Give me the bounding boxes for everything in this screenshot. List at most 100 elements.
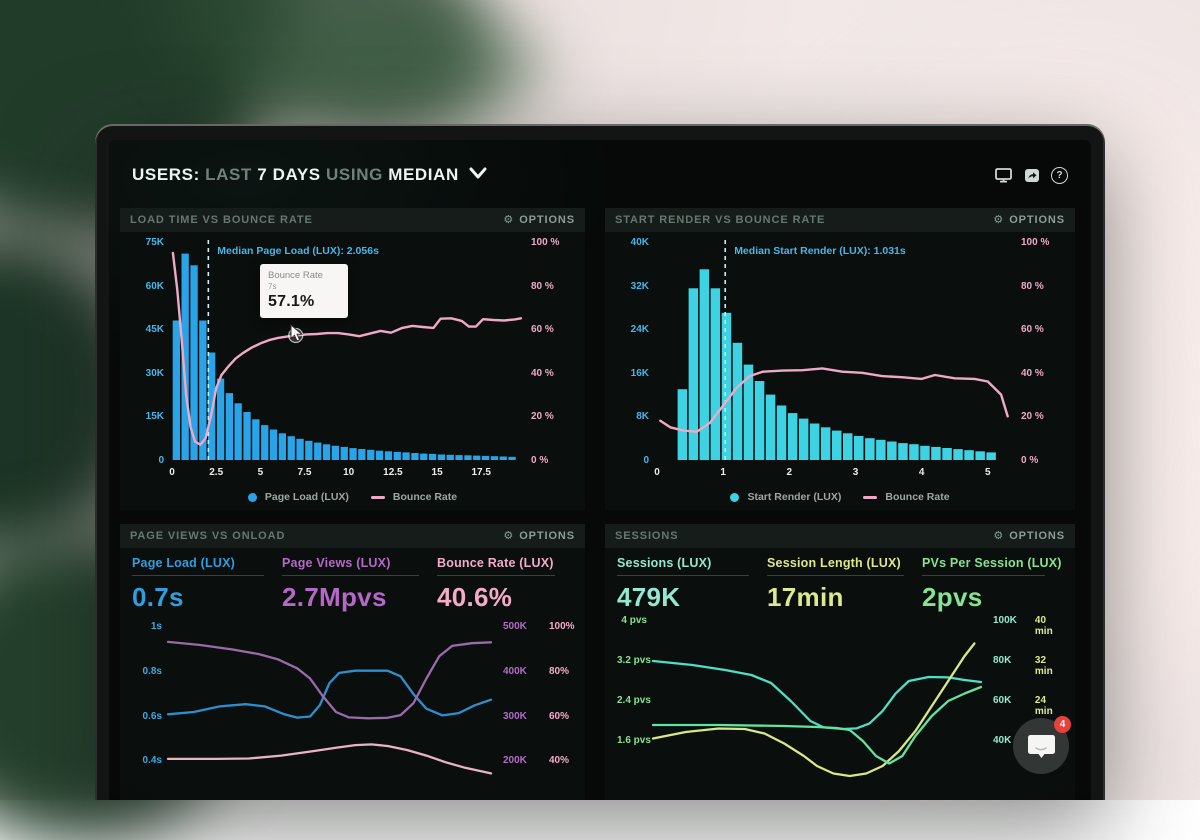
axis-tick: 4 (908, 467, 936, 478)
metric-label: Sessions (LUX) (617, 556, 767, 570)
legend-dash-icon (863, 496, 877, 499)
options-button[interactable]: ⚙OPTIONS (503, 214, 575, 226)
header-icon-strip: ? (995, 167, 1068, 184)
legend-label: Bounce Rate (885, 491, 949, 503)
metric-value: 40.6% (437, 582, 573, 613)
chart-legend[interactable]: Page Load (LUX) Bounce Rate (120, 484, 585, 510)
options-button[interactable]: ⚙OPTIONS (993, 214, 1065, 226)
metric-page-views: Page Views (LUX) 2.7Mpvs (282, 556, 437, 614)
metric-rule (282, 575, 419, 576)
page-title-using: USING (321, 165, 389, 185)
axis-tick: 0.8s (132, 666, 162, 677)
axis-tick: 45K (132, 324, 164, 335)
axis-tick: 17.5 (467, 467, 495, 478)
metric-value: 479K (617, 582, 767, 613)
help-glyph: ? (1051, 167, 1068, 184)
options-label: OPTIONS (519, 214, 575, 226)
metric-rule (767, 575, 904, 576)
axis-tick: 1s (132, 621, 162, 632)
chart-legend[interactable]: Start Render (LUX) Bounce Rate (605, 484, 1075, 510)
axis-tick: 60 % (531, 324, 554, 335)
axis-tick: 15K (132, 411, 164, 422)
tooltip-bucket: 7s (268, 282, 340, 291)
panel-start-render-vs-bounce-rate: START RENDER VS BOUNCE RATE ⚙OPTIONS 40K… (605, 208, 1075, 510)
options-button[interactable]: ⚙OPTIONS (993, 530, 1065, 542)
options-button[interactable]: ⚙ OPTIONS (503, 530, 575, 542)
metric-label: Page Views (LUX) (282, 556, 437, 570)
median-annotation: Median Start Render (LUX): 1.031s (734, 245, 906, 257)
median-annotation: Median Page Load (LUX): 2.056s (217, 245, 379, 257)
axis-tick: 40 min (1035, 615, 1063, 637)
axis-tick: 8K (617, 411, 649, 422)
panel-title: SESSIONS (615, 530, 678, 542)
panel-title: PAGE VIEWS VS ONLOAD (130, 530, 285, 542)
axis-tick: 0 (643, 467, 671, 478)
dashboard-screen: USERS: LAST 7 DAYS USING MEDIAN ? (109, 140, 1091, 800)
panel-load-time-vs-bounce-rate: LOAD TIME VS BOUNCE RATE ⚙OPTIONS Bounce… (120, 208, 585, 510)
axis-tick: 0 % (531, 455, 548, 466)
metric-value: 2.7Mpvs (282, 582, 437, 613)
axis-tick: 5 (246, 467, 274, 478)
axis-tick: 80 % (531, 281, 554, 292)
options-label: OPTIONS (519, 530, 575, 542)
axis-tick: 7.5 (291, 467, 319, 478)
metric-rule (922, 575, 1045, 576)
plant-leaf-blur (250, 20, 550, 120)
axis-tick: 24K (617, 324, 649, 335)
dashboard-header: USERS: LAST 7 DAYS USING MEDIAN ? (132, 162, 1068, 188)
panel-title: LOAD TIME VS BOUNCE RATE (130, 214, 313, 226)
axis-tick: 0.6s (132, 711, 162, 722)
gear-icon: ⚙ (993, 215, 1004, 226)
axis-tick: 10 (335, 467, 363, 478)
display-icon[interactable] (995, 167, 1012, 184)
page-title-metric[interactable]: MEDIAN (388, 165, 459, 185)
axis-tick: 40% (549, 755, 569, 766)
legend-label: Bounce Rate (393, 491, 457, 503)
metric-label: Bounce Rate (LUX) (437, 556, 573, 570)
chart-canvas[interactable] (617, 232, 1063, 484)
share-icon[interactable] (1023, 167, 1040, 184)
legend-dot-icon (248, 493, 257, 502)
axis-tick: 1 (709, 467, 737, 478)
axis-tick: 30K (132, 368, 164, 379)
cursor-icon (290, 324, 303, 347)
axis-tick: 75K (132, 237, 164, 248)
axis-tick: 80% (549, 666, 569, 677)
axis-tick: 60K (993, 695, 1025, 717)
axis-tick: 1.6 pvs (617, 735, 647, 746)
photo-backdrop: USERS: LAST 7 DAYS USING MEDIAN ? (0, 0, 1200, 800)
panel-title-bar: LOAD TIME VS BOUNCE RATE ⚙OPTIONS (120, 208, 585, 232)
axis-tick: 12.5 (379, 467, 407, 478)
axis-tick: 15 (423, 467, 451, 478)
chat-bubble-icon (1027, 733, 1055, 759)
metric-bounce-rate: Bounce Rate (LUX) 40.6% (437, 556, 573, 614)
axis-tick: 60K (132, 281, 164, 292)
axis-tick: 40 % (1021, 368, 1044, 379)
tooltip-title: Bounce Rate (268, 270, 340, 281)
help-icon[interactable]: ? (1051, 167, 1068, 184)
panel-sessions: SESSIONS ⚙OPTIONS Sessions (LUX) 479K Se… (605, 524, 1075, 800)
axis-tick: 5 (974, 467, 1002, 478)
chart-canvas[interactable] (132, 232, 573, 484)
metric-value: 17min (767, 582, 922, 613)
axis-tick: 100% (549, 621, 575, 632)
metric-rule (132, 575, 264, 576)
axis-tick: 3.2 pvs (617, 655, 647, 666)
page-title-days: 7 DAYS (257, 165, 320, 185)
gear-icon: ⚙ (503, 531, 514, 542)
axis-tick: 2.5 (202, 467, 230, 478)
axis-tick: 2 (775, 467, 803, 478)
chevron-down-icon[interactable] (469, 166, 487, 184)
metric-label: Page Load (LUX) (132, 556, 282, 570)
axis-tick: 0 (617, 455, 649, 466)
chart-canvas[interactable] (132, 616, 573, 800)
metric-label: PVs Per Session (LUX) (922, 556, 1063, 570)
chat-widget-button[interactable]: 4 (1013, 718, 1069, 774)
